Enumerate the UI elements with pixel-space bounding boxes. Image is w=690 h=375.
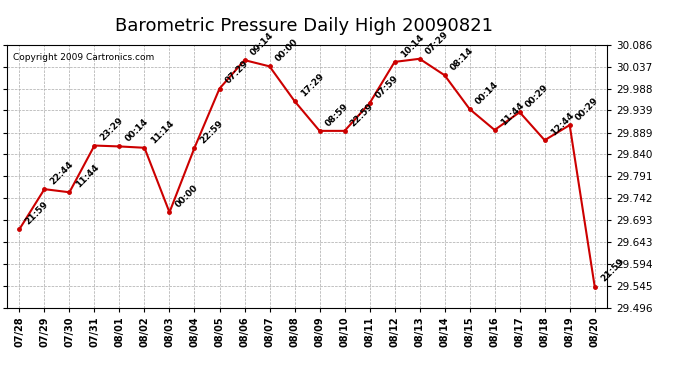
Text: 07:59: 07:59 xyxy=(374,74,400,100)
Text: 21:59: 21:59 xyxy=(23,200,50,226)
Text: 00:00: 00:00 xyxy=(174,183,200,210)
Text: 11:14: 11:14 xyxy=(148,118,175,145)
Text: 00:14: 00:14 xyxy=(124,117,150,144)
Text: 08:59: 08:59 xyxy=(324,102,351,128)
Text: 22:44: 22:44 xyxy=(48,160,75,186)
Text: 08:14: 08:14 xyxy=(448,46,475,72)
Text: 10:14: 10:14 xyxy=(399,33,425,59)
Text: 11:44: 11:44 xyxy=(74,163,100,189)
Text: 21:59: 21:59 xyxy=(599,257,626,284)
Text: Barometric Pressure Daily High 20090821: Barometric Pressure Daily High 20090821 xyxy=(115,17,493,35)
Text: 11:44: 11:44 xyxy=(499,100,526,127)
Text: 22:59: 22:59 xyxy=(199,118,226,145)
Text: 07:29: 07:29 xyxy=(424,29,451,56)
Text: 00:14: 00:14 xyxy=(474,80,500,106)
Text: 09:14: 09:14 xyxy=(248,31,275,57)
Text: Copyright 2009 Cartronics.com: Copyright 2009 Cartronics.com xyxy=(13,53,154,62)
Text: 07:29: 07:29 xyxy=(224,59,250,86)
Text: 00:29: 00:29 xyxy=(524,83,551,110)
Text: 23:29: 23:29 xyxy=(99,116,126,143)
Text: 00:29: 00:29 xyxy=(574,96,600,122)
Text: 22:59: 22:59 xyxy=(348,101,375,128)
Text: 12:44: 12:44 xyxy=(549,111,575,137)
Text: 17:29: 17:29 xyxy=(299,72,326,98)
Text: 00:00: 00:00 xyxy=(274,38,300,64)
